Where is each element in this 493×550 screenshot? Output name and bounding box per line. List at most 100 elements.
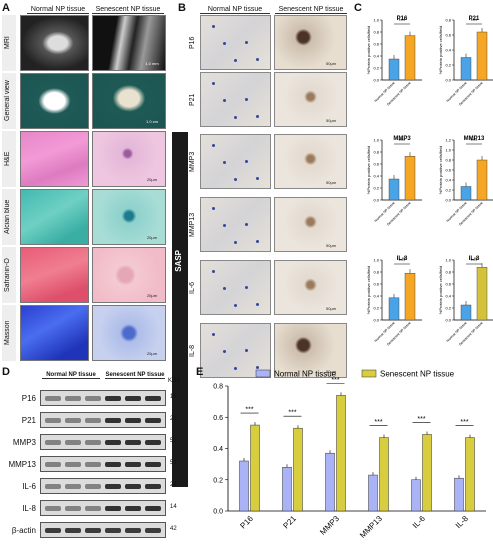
- micrograph-senescent: [92, 73, 166, 129]
- kda-value: 53: [170, 438, 177, 444]
- y-tick-label: 0.6: [445, 168, 451, 173]
- row-label: H&E: [4, 151, 11, 167]
- blot-band: [45, 418, 61, 423]
- sig-stars: ***: [398, 139, 406, 145]
- nucleus-dot: [212, 25, 215, 28]
- x-tick-label: IL-6: [411, 514, 428, 531]
- nucleus-dot: [245, 286, 248, 289]
- blot-strip: [40, 522, 166, 538]
- y-tick-label: 0.8: [373, 270, 379, 275]
- y-tick-label: 0.0: [213, 509, 223, 516]
- blot-label: IL-8: [22, 504, 36, 513]
- panel-a-col-normal: Normal NP tissue: [27, 6, 89, 14]
- bar-normal: [239, 460, 249, 512]
- chart-title: IL-8: [397, 256, 408, 262]
- blot-strip: [40, 412, 166, 428]
- row-label-bg: [2, 131, 16, 187]
- y-axis-label: %Protein positive cells/field: [438, 146, 443, 194]
- blot-band: [125, 418, 141, 423]
- blot-band: [125, 528, 141, 533]
- blot-band: [85, 462, 101, 467]
- y-tick-label: 1.0: [373, 18, 379, 23]
- ihc-image-senescent: [274, 15, 347, 70]
- blot-band: [65, 484, 81, 489]
- row-label-bg: [2, 305, 16, 361]
- bar: [404, 35, 416, 81]
- y-tick-label: 0.8: [373, 150, 379, 155]
- bar-normal: [282, 467, 292, 512]
- nucleus-dot: [223, 42, 226, 45]
- y-tick-label: 1.0: [445, 148, 451, 153]
- row-label-bg: [2, 73, 16, 129]
- y-tick-label: 0.2: [445, 63, 451, 68]
- y-tick-label: 0.4: [445, 48, 451, 53]
- chart-title: MMP3: [393, 136, 411, 142]
- kda-value: 54: [170, 460, 177, 466]
- blot-strip: [40, 500, 166, 516]
- y-tick-label: 1.0: [373, 138, 379, 143]
- y-tick-label: 0.8: [445, 18, 451, 23]
- nucleus-dot: [212, 144, 215, 147]
- y-axis-label: %Protein positive cells/field: [438, 266, 443, 314]
- blot-band: [105, 528, 121, 533]
- y-tick-label: 0.6: [445, 282, 451, 287]
- row-label-bg: [2, 15, 16, 71]
- sig-stars: ***: [374, 419, 382, 426]
- bar-senescent: [293, 427, 303, 512]
- micrograph-senescent: [92, 15, 166, 71]
- row-label: Masson: [4, 320, 11, 346]
- bar: [460, 304, 472, 321]
- blot-band: [45, 528, 61, 533]
- kda-value: 15: [170, 394, 177, 400]
- row-label: Safranin-O: [4, 258, 11, 292]
- y-tick-label: 0.0: [373, 198, 379, 203]
- y-tick-label: 0.4: [373, 54, 379, 59]
- ihc-image-senescent: [274, 134, 347, 189]
- nucleus-dot: [223, 224, 226, 227]
- y-axis-label: %Protein positive cells/field: [438, 26, 443, 74]
- sig-stars: ***: [417, 416, 425, 423]
- nucleus-dot: [245, 41, 248, 44]
- blot-band: [145, 396, 161, 401]
- y-tick-label: 0.8: [213, 384, 223, 391]
- panel-d-col-senescent: Senescent NP tissue: [105, 372, 165, 379]
- ihc-row-label: P21: [189, 93, 196, 106]
- kda-value: 42: [170, 526, 177, 532]
- y-tick-label: 0.2: [373, 306, 379, 311]
- y-tick-label: 0.6: [373, 162, 379, 167]
- ihc-row-label: MMP3: [189, 151, 196, 172]
- legend-swatch-normal: [255, 369, 271, 378]
- blot-band: [85, 484, 101, 489]
- blot-band: [85, 440, 101, 445]
- y-axis-label: %Protein positive cells/field: [366, 26, 371, 74]
- panel-a-col-senescent: Senescent NP tissue: [92, 6, 164, 14]
- micrograph-normal: [20, 73, 89, 129]
- nucleus-dot: [212, 270, 215, 273]
- sig-stars: ***: [398, 19, 406, 25]
- blot-band: [105, 484, 121, 489]
- y-tick-label: 0.6: [373, 282, 379, 287]
- chart-title: P16: [397, 16, 408, 22]
- blot-band: [125, 462, 141, 467]
- scale-bar-label: 20µm: [146, 177, 158, 182]
- nucleus-dot: [223, 99, 226, 102]
- panel-c-label: C: [354, 2, 362, 14]
- blot-label: β-actin: [11, 526, 36, 535]
- scale-bar-label: 50µm: [326, 369, 337, 374]
- blot-band: [85, 418, 101, 423]
- bar: [476, 31, 488, 81]
- nucleus-dot: [256, 366, 259, 369]
- y-tick-label: 0.0: [373, 318, 379, 323]
- y-tick-label: 0.4: [373, 174, 379, 179]
- blot-band: [45, 484, 61, 489]
- nucleus-dot: [234, 304, 237, 307]
- bar: [460, 57, 472, 81]
- y-tick-label: 1.2: [445, 138, 451, 143]
- y-tick-label: 0.2: [373, 66, 379, 71]
- bar: [388, 297, 400, 321]
- nucleus-dot: [234, 59, 237, 62]
- blot-band: [65, 462, 81, 467]
